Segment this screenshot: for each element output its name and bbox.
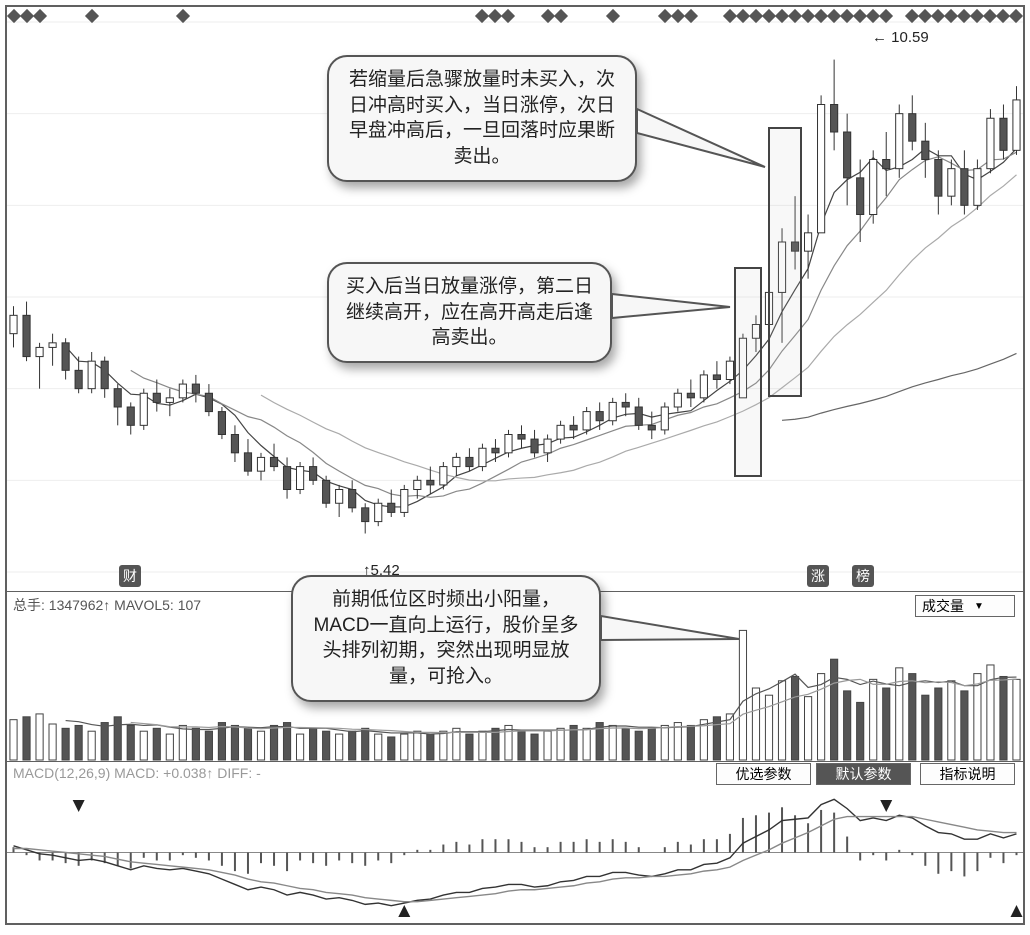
chart-frame: ← 10.59 ↑5.42 若缩量后急骤放量时未买入，次日冲高时买入，当日涨停，… [5,5,1025,925]
callout-3-text: 前期低位区时频出小阳量，MACD一直向上运行，股价呈多头排列初期，突然出现明显放… [314,589,579,687]
badge-zhang: 涨 [807,565,829,587]
callout-2-pointer [610,292,740,342]
high-price-label: ← 10.59 [872,29,929,46]
macd-help-button[interactable]: 指标说明 [920,763,1015,785]
callout-2-text: 买入后当日放量涨停，第二日继续高开，应在高开高走后逢高卖出。 [346,276,593,348]
callout-3-pointer [599,614,749,674]
badge-cai: 财 [119,565,141,587]
callout-3: 前期低位区时频出小阳量，MACD一直向上运行，股价呈多头排列初期，突然出现明显放… [291,575,601,702]
volume-dropdown-label: 成交量 [922,596,964,616]
macd-panel: MACD(12,26,9) MACD: +0.038↑ DIFF: - 优选参数… [7,762,1023,925]
callout-1-pointer [635,107,775,187]
macd-opt-params-button[interactable]: 优选参数 [716,763,811,785]
callout-1-text: 若缩量后急骤放量时未买入，次日冲高时买入，当日涨停，次日早盘冲高后，一旦回落时应… [349,69,615,167]
price-panel: ← 10.59 ↑5.42 若缩量后急骤放量时未买入，次日冲高时买入，当日涨停，… [7,7,1023,592]
callout-2: 买入后当日放量涨停，第二日继续高开，应在高开高走后逢高卖出。 [327,262,612,363]
macd-default-params-button[interactable]: 默认参数 [816,763,911,785]
dropdown-caret-icon: ▼ [974,601,984,612]
macd-chart-svg [7,762,1023,925]
badge-bang: 榜 [852,565,874,587]
volume-indicator-dropdown[interactable]: 成交量 ▼ [915,595,1015,617]
callout-1: 若缩量后急骤放量时未买入，次日冲高时买入，当日涨停，次日早盘冲高后，一旦回落时应… [327,55,637,182]
volume-panel: 总手: 1347962↑ MAVOL5: 107 成交量 ▼ 前期低位区时频出小… [7,592,1023,762]
